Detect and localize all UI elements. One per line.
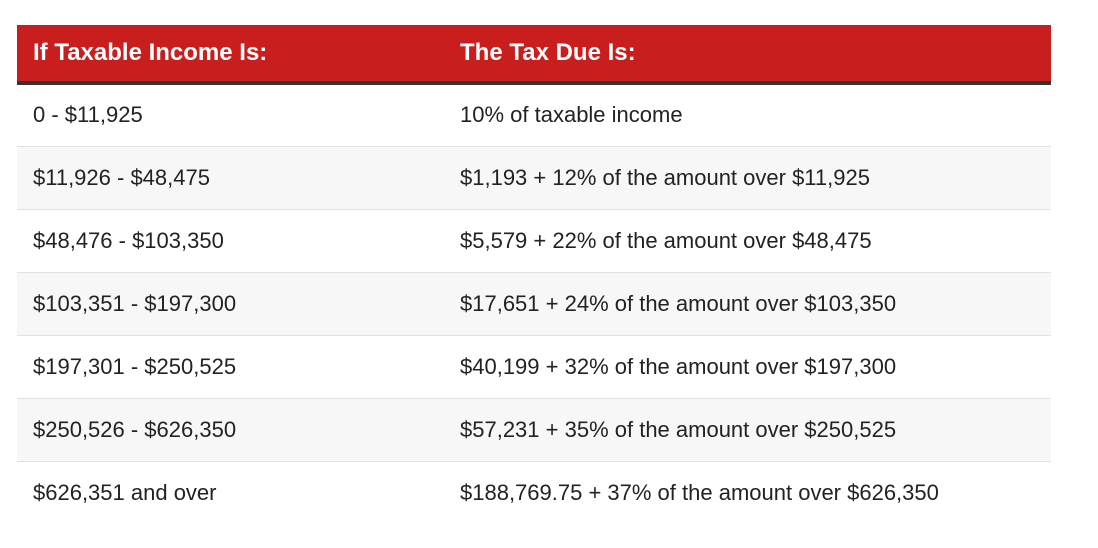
income-range-cell: $626,351 and over bbox=[33, 479, 217, 505]
tax-due-cell: $5,579 + 22% of the amount over $48,475 bbox=[443, 209, 1051, 273]
tax-due-cell: 10% of taxable income bbox=[443, 83, 1051, 147]
income-range-cell: $11,926 - $48,475 bbox=[17, 146, 443, 210]
income-range-cell: $250,526 - $626,350 bbox=[17, 398, 443, 462]
table-header: If Taxable Income Is: The Tax Due Is: bbox=[17, 25, 1051, 85]
income-range-cell: $103,351 - $197,300 bbox=[17, 272, 443, 336]
tax-bracket-table: If Taxable Income Is: The Tax Due Is: 0 … bbox=[17, 25, 1051, 524]
income-range-cell: $48,476 - $103,350 bbox=[17, 209, 443, 273]
income-range-cell: $197,301 - $250,525 bbox=[17, 335, 443, 399]
table-row: $11,926 - $48,475 $1,193 + 12% of the am… bbox=[17, 146, 1051, 210]
header-tax-due: The Tax Due Is: bbox=[443, 25, 1051, 85]
table-row: $48,476 - $103,350 $5,579 + 22% of the a… bbox=[17, 209, 1051, 273]
table-row: $250,526 - $626,350 $57,231 + 35% of the… bbox=[17, 398, 1051, 462]
header-taxable-income: If Taxable Income Is: bbox=[17, 25, 443, 85]
income-range-cell: 0 - $11,925 bbox=[17, 83, 443, 147]
table-row: 0 - $11,925 10% of taxable income bbox=[17, 83, 1051, 147]
header-row: If Taxable Income Is: The Tax Due Is: bbox=[17, 25, 1051, 85]
tax-due-cell: $17,651 + 24% of the amount over $103,35… bbox=[443, 272, 1051, 336]
tax-due-cell: $188,769.75 + 37% of the amount over $62… bbox=[460, 479, 939, 505]
tax-due-cell: $57,231 + 35% of the amount over $250,52… bbox=[443, 398, 1051, 462]
table-row: $103,351 - $197,300 $17,651 + 24% of the… bbox=[17, 272, 1051, 336]
tax-due-cell: $40,199 + 32% of the amount over $197,30… bbox=[443, 335, 1051, 399]
table-body: 0 - $11,925 10% of taxable income $11,92… bbox=[17, 83, 1051, 524]
table-row: $197,301 - $250,525 $40,199 + 32% of the… bbox=[17, 335, 1051, 399]
tax-due-cell: $1,193 + 12% of the amount over $11,925 bbox=[443, 146, 1051, 210]
table-row: $626,351 and over $188,769.75 + 37% of t… bbox=[17, 461, 1051, 524]
